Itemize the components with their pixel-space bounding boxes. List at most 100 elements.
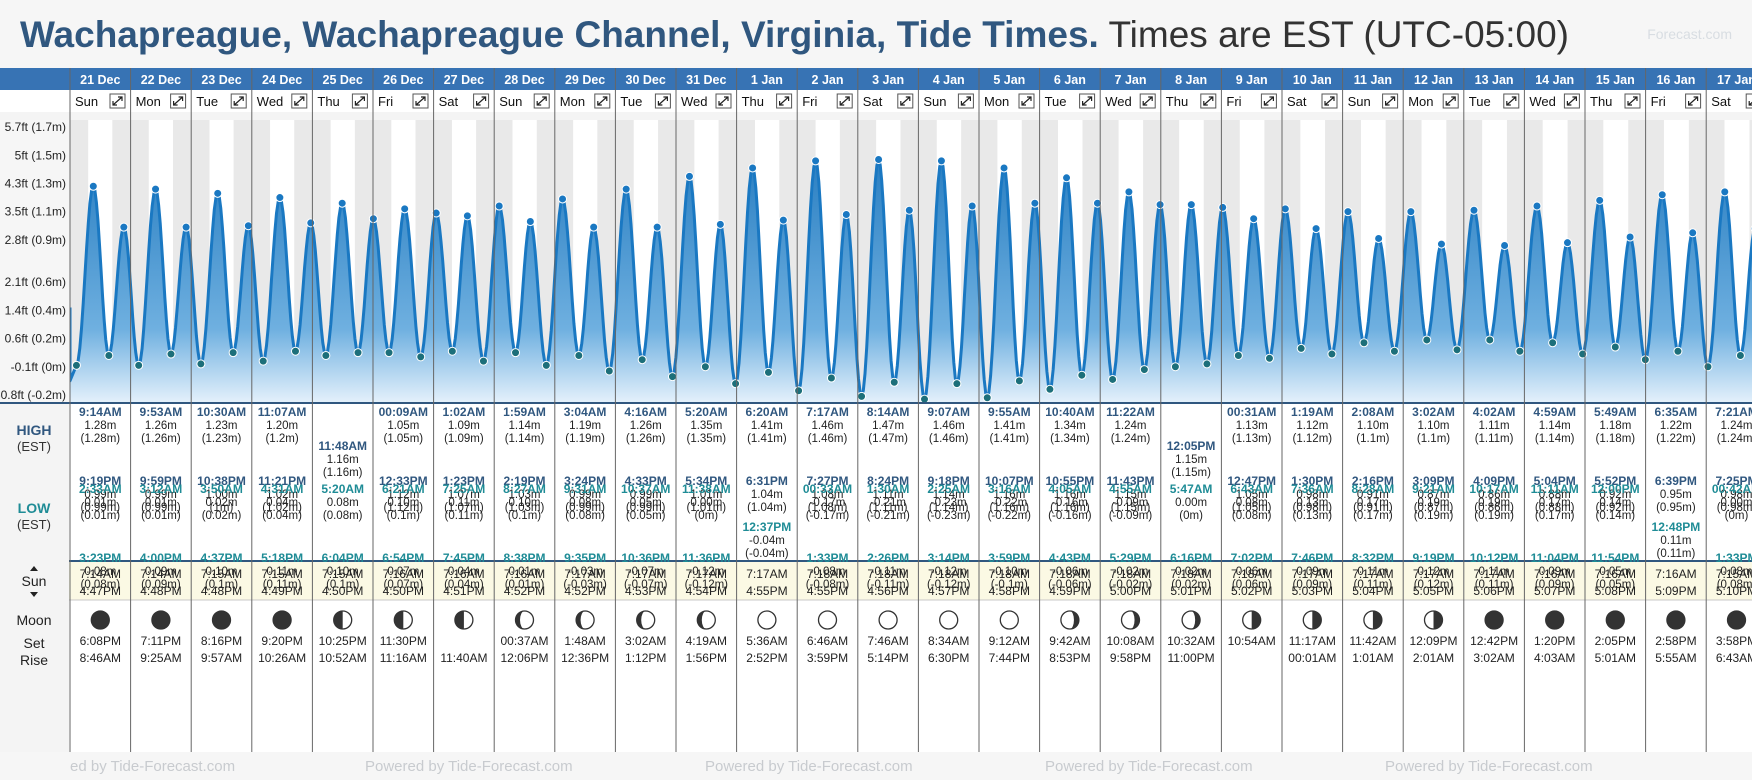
tide-height-alt: (1.13m): [1232, 433, 1272, 445]
tide-height-alt: (1.46m): [808, 433, 848, 445]
tide-time: 10:30AM: [197, 405, 246, 419]
high-tide-point: [1500, 240, 1510, 250]
moon-shadow: [1312, 611, 1322, 629]
low-tide-point: [1045, 384, 1055, 394]
expand-day-button[interactable]: [836, 93, 853, 109]
high-tide-point: [936, 156, 946, 166]
moonset-time: 12:42PM: [1470, 634, 1518, 648]
expand-day-button[interactable]: [1382, 93, 1399, 109]
expand-day-button[interactable]: [1139, 93, 1156, 109]
high-tide-point: [1249, 214, 1259, 224]
tide-height: -0.16m: [1052, 497, 1088, 509]
moon-shadow: [1489, 611, 1504, 629]
expand-day-button[interactable]: [715, 93, 732, 109]
expand-day-button[interactable]: [594, 93, 611, 109]
expand-icon: [1506, 96, 1517, 106]
tide-time: 3:59PM: [988, 551, 1030, 565]
tide-height: 1.08m: [812, 489, 844, 501]
date-label: 10 Jan: [1293, 73, 1332, 87]
tide-time: 00:09AM: [379, 405, 428, 419]
tide-height: 1.10m: [1418, 420, 1450, 432]
expand-day-button[interactable]: [1503, 93, 1520, 109]
weekday-label: Sat: [439, 94, 459, 109]
tide-height: 1.03m: [509, 489, 541, 501]
tide-height: -0.08m: [810, 566, 846, 578]
expand-day-button[interactable]: [1442, 93, 1459, 109]
expand-day-button[interactable]: [1685, 93, 1702, 109]
sunset-arrow-icon: [30, 592, 38, 597]
sunrise-time: 7:16AM: [1595, 567, 1636, 581]
expand-day-button[interactable]: [654, 93, 671, 109]
expand-day-button[interactable]: [776, 93, 793, 109]
expand-day-button[interactable]: [1745, 93, 1752, 109]
tide-height-alt: (0.01m): [141, 510, 181, 522]
tide-plot: [70, 154, 1752, 402]
weekday-label: Wed: [1105, 94, 1132, 109]
weekday-label: Fri: [378, 94, 393, 109]
sunset-time: 5:05PM: [1413, 584, 1454, 598]
moon-shadow: [333, 611, 343, 629]
expand-day-button[interactable]: [473, 93, 490, 109]
expand-day-button[interactable]: [533, 93, 550, 109]
expand-day-button[interactable]: [291, 93, 308, 109]
expand-day-button[interactable]: [1321, 93, 1338, 109]
expand-day-button[interactable]: [1079, 93, 1096, 109]
low-tide-point: [1735, 350, 1745, 360]
tide-time: 4:55AM: [1109, 482, 1152, 496]
expand-day-button[interactable]: [1018, 93, 1035, 109]
tide-height-alt: (0.98m): [1292, 502, 1332, 514]
expand-day-button[interactable]: [1200, 93, 1217, 109]
low-tide-point: [1014, 376, 1024, 386]
weekday-label: Thu: [1166, 94, 1188, 109]
tide-height: 0.07m: [387, 566, 419, 578]
high-tide-point: [1124, 187, 1134, 197]
expand-day-button[interactable]: [1260, 93, 1277, 109]
tide-time: 7:17AM: [806, 405, 849, 419]
tide-height-alt: (-0.07m): [624, 579, 668, 591]
tide-height: 0.98m: [1296, 489, 1328, 501]
moonrise-time: 1:01AM: [1352, 651, 1393, 665]
tide-time: 1:33PM: [806, 551, 848, 565]
expand-day-button[interactable]: [897, 93, 914, 109]
low-tide-point: [920, 394, 930, 402]
tide-height-alt: (1.1m): [1356, 433, 1389, 445]
tide-height-alt: (-0.16m): [1048, 510, 1092, 522]
date-label: 13 Jan: [1475, 73, 1514, 87]
tide-time: 5:47AM: [1170, 482, 1213, 496]
low-tide-point: [889, 377, 899, 387]
sunrise-time: 7:16AM: [1655, 567, 1696, 581]
tide-time: 4:09PM: [1473, 474, 1515, 488]
tide-height-alt: (1.15m): [1171, 467, 1211, 479]
expand-day-button[interactable]: [351, 93, 368, 109]
tide-height: -0.12m: [931, 566, 967, 578]
tide-time: 7:36AM: [1291, 482, 1334, 496]
moonrise-time: 2:52PM: [746, 651, 787, 665]
tide-time: 1:59AM: [503, 405, 546, 419]
tide-height: 0.01m: [145, 497, 177, 509]
tide-height: 1.12m: [1296, 420, 1328, 432]
expand-day-button[interactable]: [230, 93, 247, 109]
tide-height: -0.23m: [931, 497, 967, 509]
high-tide-point: [904, 205, 914, 215]
sunrise-time: 7:17AM: [746, 567, 787, 581]
expand-day-button[interactable]: [170, 93, 187, 109]
tide-height: 0.98m: [1721, 489, 1752, 501]
tide-height-alt: (1.11m): [1475, 433, 1514, 445]
tide-height: 1.14m: [1539, 420, 1571, 432]
expand-day-button[interactable]: [1563, 93, 1580, 109]
tide-height-alt: (1.07m): [444, 502, 484, 514]
sunset-time: 4:50PM: [322, 584, 363, 598]
sunrise-time: 7:15AM: [322, 567, 363, 581]
sunrise-arrow-icon: [30, 566, 38, 571]
expand-day-button[interactable]: [412, 93, 429, 109]
expand-day-button[interactable]: [1624, 93, 1641, 109]
tide-height-alt: (1.12m): [383, 502, 423, 514]
high-tide-point: [275, 193, 285, 203]
low-tide-point: [1170, 362, 1180, 372]
tide-time: 4:02AM: [1473, 405, 1516, 419]
tide-time: 5:04PM: [1534, 474, 1576, 488]
expand-day-button[interactable]: [957, 93, 974, 109]
tide-height-alt: (1.15m): [1111, 502, 1151, 514]
expand-day-button[interactable]: [109, 93, 126, 109]
weekday-label: Tue: [620, 94, 642, 109]
